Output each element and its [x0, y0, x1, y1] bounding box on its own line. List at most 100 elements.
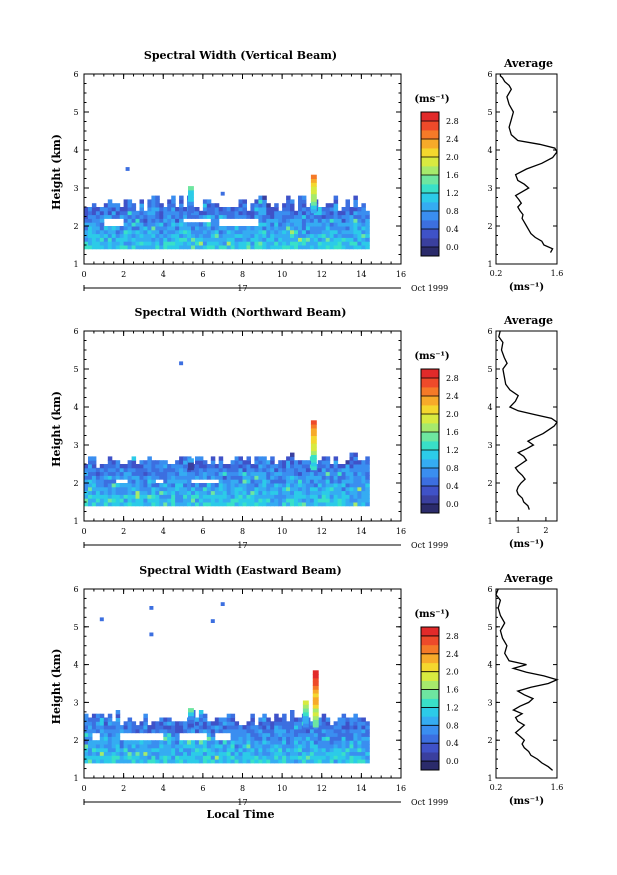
heatmap-cell [175, 226, 180, 231]
heatmap-cell [131, 751, 137, 756]
heatmap-cell [345, 721, 350, 726]
heatmap-cell [107, 486, 113, 492]
heatmap-cell [254, 237, 259, 242]
heatmap-cell [266, 494, 271, 499]
heatmap-cell [250, 475, 255, 480]
heatmap-cell [353, 755, 358, 760]
heatmap-cell [123, 755, 129, 760]
heatmap-cell [341, 713, 347, 718]
heatmap-cell [214, 464, 220, 469]
heatmap-cell [333, 460, 339, 465]
heatmap-cell [258, 199, 263, 204]
heatmap-cell [325, 229, 331, 235]
heatmap-cell [254, 207, 259, 212]
heatmap-cell [131, 486, 137, 492]
heatmap-cell [179, 747, 184, 753]
heatmap-cell [175, 736, 180, 741]
heatmap-cell [301, 728, 307, 734]
heatmap-cell [99, 214, 105, 219]
heatmap-cell [151, 755, 156, 760]
heatmap-cell [298, 226, 303, 231]
heatmap-cell [238, 199, 243, 204]
heatmap-cell [270, 494, 275, 499]
heatmap-cell [337, 464, 343, 469]
colorbar-tick-label: 0.4 [446, 482, 459, 491]
heatmap-cell [115, 464, 121, 469]
heatmap-cell [337, 498, 343, 503]
heatmap-cell [290, 245, 295, 250]
heatmap-cell [313, 229, 319, 235]
heatmap-cell [226, 721, 232, 726]
colorbar-swatch [421, 405, 439, 415]
heatmap-cell [266, 218, 271, 223]
heatmap-cell [123, 207, 129, 212]
heatmap-cell [202, 471, 208, 476]
heatmap-cell [111, 460, 117, 465]
heatmap-cell [266, 728, 271, 734]
heatmap-cell [163, 229, 168, 235]
heatmap-cell [107, 475, 113, 480]
heatmap-cell [127, 498, 133, 503]
heatmap-cell [286, 740, 291, 745]
plume-cell [188, 208, 194, 214]
heatmap-cell [155, 241, 160, 246]
heatmap-cell [95, 229, 101, 235]
heatmap-cell [286, 490, 291, 495]
heatmap-cell [309, 498, 315, 503]
heatmap-cell [91, 498, 97, 503]
heatmap-cell [329, 494, 335, 499]
heatmap-cell [123, 199, 129, 204]
heatmap-cell [309, 736, 315, 741]
heatmap-cell [226, 751, 232, 756]
heatmap-cell [238, 229, 243, 235]
heatmap-cell [88, 736, 93, 741]
heatmap-cell [294, 732, 299, 737]
heatmap-cell [88, 728, 93, 734]
heatmap-cell [298, 199, 303, 204]
heatmap-cell [274, 713, 279, 718]
heatmap-cell [262, 195, 267, 200]
heatmap-cell [151, 747, 156, 753]
heatmap-cell [274, 233, 279, 238]
heatmap-cell [143, 229, 148, 235]
plume-cell [188, 462, 194, 467]
heatmap-cell [111, 755, 117, 760]
heatmap-cell [198, 717, 204, 722]
heatmap-cell [111, 759, 117, 764]
heatmap-cell [206, 222, 212, 227]
x-tick-label: 2 [121, 527, 126, 536]
heatmap-cell [365, 498, 370, 503]
heatmap-cell [278, 222, 283, 227]
heatmap-cell [254, 725, 259, 730]
heatmap-cell [99, 740, 105, 745]
heatmap-cell [274, 479, 279, 484]
heatmap-cell [242, 498, 247, 503]
heatmap-cell [159, 237, 164, 242]
heatmap-cell [99, 725, 105, 730]
heatmap-cell [353, 747, 358, 753]
heatmap-cell [333, 475, 339, 480]
heatmap-cell [246, 728, 251, 734]
heatmap-cell [238, 755, 243, 760]
heatmap-cell [325, 479, 331, 484]
heatmap-cell [175, 728, 180, 734]
heatmap-cell [238, 479, 243, 484]
heatmap-cell [127, 751, 133, 756]
heatmap-cell [337, 483, 343, 488]
heatmap-cell [234, 725, 240, 730]
colorbar-swatch [421, 653, 439, 664]
heatmap-cell [179, 744, 184, 749]
heatmap-cell [325, 755, 331, 760]
heatmap-cell [230, 237, 236, 242]
heatmap-cell [361, 502, 366, 507]
heatmap-cell [325, 747, 331, 753]
heatmap-cell [234, 467, 240, 473]
heatmap-cell [115, 241, 121, 246]
heatmap-cell [266, 744, 271, 749]
heatmap-cell [214, 233, 220, 238]
heatmap-cell [290, 740, 295, 745]
heatmap-cell [147, 218, 152, 223]
heatmap-cell [175, 759, 180, 764]
heatmap-cell [115, 751, 121, 756]
heatmap-cell [147, 759, 152, 764]
